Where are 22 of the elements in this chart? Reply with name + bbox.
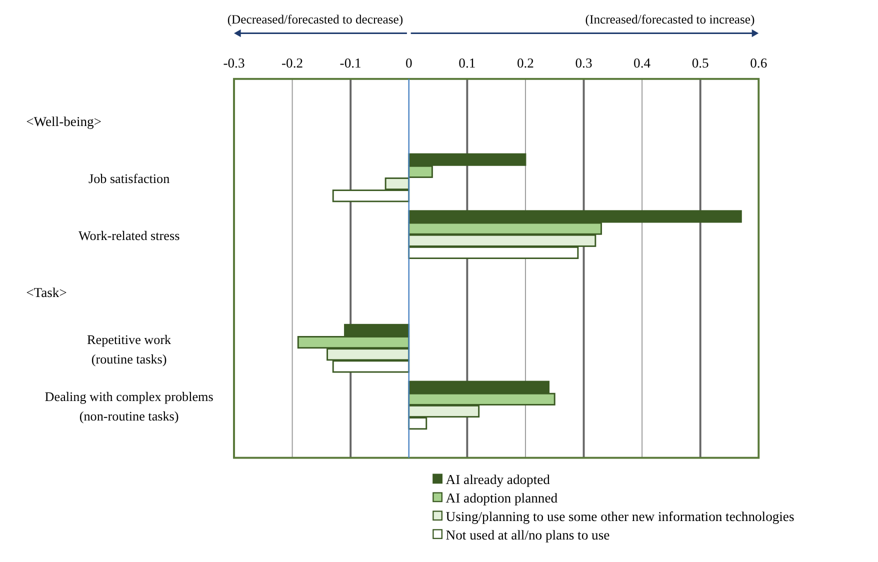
x-tick-label: -0.3 <box>223 55 245 70</box>
text: <Task> <box>26 284 68 300</box>
x-tick-label: 0.2 <box>516 55 534 70</box>
text: (Increased/forecasted to increase) <box>585 12 755 27</box>
x-tick-label: 0.5 <box>692 55 710 70</box>
y-tick-label: Repetitive work (routine tasks) <box>87 332 172 366</box>
x-tick-label: 0.4 <box>634 55 651 70</box>
x-tick-label: 0.3 <box>575 55 592 70</box>
legend-label: Not used at all/no plans to use <box>446 527 610 542</box>
y-tick-label: Dealing with complex problems (non-routine tasks) <box>44 388 214 424</box>
legend-label: Using/planning to use some other new information technologies <box>446 508 794 524</box>
legend-label: AI adoption planned <box>446 490 558 506</box>
x-tick-label: 0.1 <box>458 55 476 70</box>
y-tick-label: Work-related stress <box>78 228 180 243</box>
text: <Well-being> <box>26 114 102 130</box>
text: (Decreased/forecasted to decrease) <box>227 12 404 27</box>
legend-label: AI already adopted <box>446 472 550 488</box>
x-tick-label: 0 <box>405 55 412 70</box>
y-tick-label: Job satisfaction <box>88 171 170 186</box>
x-tick-label: -0.2 <box>282 55 304 70</box>
x-tick-label: -0.1 <box>340 55 362 70</box>
x-tick-label: 0.6 <box>750 55 768 70</box>
